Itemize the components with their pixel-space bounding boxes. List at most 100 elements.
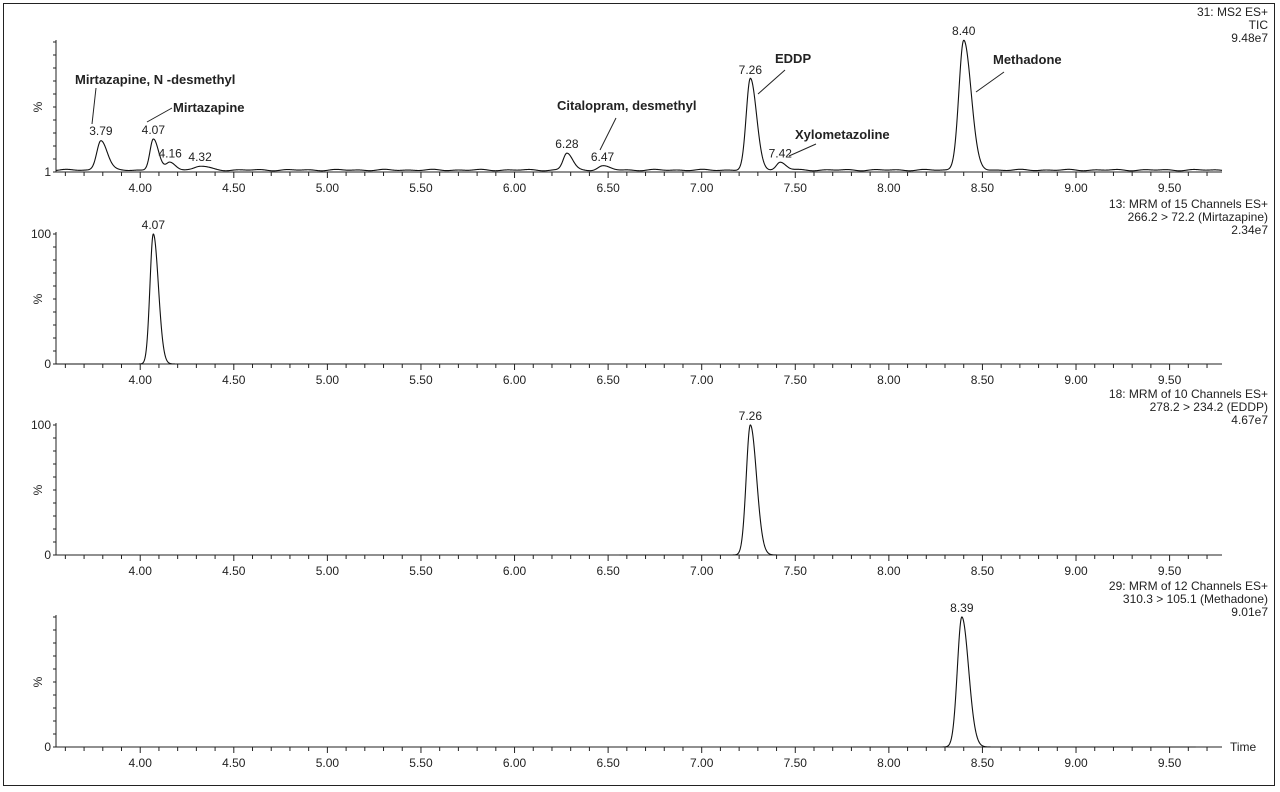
peak-rt-label: 7.26 [739,63,763,77]
y-axis-label: % [31,676,45,687]
x-tick-label: 4.00 [129,373,153,387]
x-tick-label: 8.00 [877,564,901,578]
x-tick-label: 7.50 [784,756,808,770]
x-tick-label: 8.50 [971,756,995,770]
annotation-leader-line [975,71,1005,93]
x-tick-label: 6.50 [596,564,620,578]
annotation-leader-line [757,69,786,95]
y-tick-label: 100 [31,418,51,432]
x-tick-label: 4.50 [222,756,246,770]
peak-rt-label: 3.79 [89,124,113,138]
x-tick-label: 6.00 [503,756,527,770]
x-tick-label: 6.00 [503,181,527,195]
x-tick-label: 9.00 [1064,373,1088,387]
x-tick-label: 8.00 [877,181,901,195]
chromatogram-trace [55,39,1223,172]
x-tick-label: 5.50 [409,373,433,387]
panel-header-line: 29: MRM of 12 Channels ES+ [1109,579,1268,593]
x-tick-label: 7.50 [784,181,808,195]
x-tick-label: 7.00 [690,564,714,578]
chromatogram-trace [56,233,369,365]
annotation-leader-line [788,143,817,157]
x-tick-label: 9.00 [1064,756,1088,770]
x-tick-label: 4.00 [129,756,153,770]
peak-rt-label: 7.42 [769,146,793,160]
panel-header-line: 9.48e7 [1231,31,1268,45]
peak-rt-label: 4.32 [188,150,212,164]
peak-rt-label: 6.28 [555,137,579,151]
compound-annotation: Xylometazoline [795,127,890,142]
panel-header-line: 4.67e7 [1231,413,1268,427]
x-tick-label: 7.00 [690,181,714,195]
x-tick-label: 5.00 [316,564,340,578]
y-tick-label: 1 [44,165,51,179]
x-tick-label: 5.00 [316,756,340,770]
x-tick-label: 5.50 [409,564,433,578]
y-tick-label: 100 [31,227,51,241]
peak-rt-label: 4.07 [142,218,166,232]
annotation-leader-line [91,87,97,125]
x-tick-label: 9.00 [1064,181,1088,195]
y-tick-label: 0 [44,548,51,562]
panel-header-line: 13: MRM of 15 Channels ES+ [1109,197,1268,211]
x-tick-label: 4.50 [222,181,246,195]
x-tick-label: 9.50 [1158,373,1182,387]
panel-header-line: 266.2 > 72.2 (Mirtazapine) [1128,210,1268,224]
x-tick-label: 7.50 [784,564,808,578]
x-tick-label: 9.50 [1158,756,1182,770]
peak-rt-label: 6.47 [591,150,615,164]
compound-annotation: Mirtazapine, N -desmethyl [75,72,235,87]
y-axis-label: % [31,293,45,304]
chromatogram-figure: 1% 4.00 4.50 5.00 5.50 6.00 6.50 7.00 7.50 8.00 8.… [3,3,1275,786]
panel-header-line: TIC [1249,18,1269,32]
x-tick-label: 4.50 [222,564,246,578]
peak-rt-label: 4.16 [158,146,182,160]
compound-annotation: Mirtazapine [173,100,245,115]
compound-annotation: EDDP [775,51,811,66]
y-tick-label: 0 [44,357,51,371]
chromatogram-trace [619,424,968,556]
peak-rt-label: 8.40 [952,24,976,38]
x-tick-label: 9.50 [1158,181,1182,195]
panel-header-line: 9.01e7 [1231,605,1268,619]
y-axis-label: % [31,101,45,112]
peak-rt-label: 4.07 [142,123,166,137]
x-tick-label: 6.00 [503,564,527,578]
x-tick-label: 9.50 [1158,564,1182,578]
chromatogram-trace [853,616,1196,748]
x-tick-label: 7.00 [690,756,714,770]
annotation-leader-line [599,117,617,151]
x-tick-label: 8.50 [971,564,995,578]
x-tick-label: 6.50 [596,756,620,770]
x-tick-label: 9.00 [1064,564,1088,578]
panel-header-line: 310.3 > 105.1 (Methadone) [1123,592,1268,606]
x-tick-label: 6.50 [596,373,620,387]
x-tick-label: 5.50 [409,756,433,770]
x-tick-label: 6.00 [503,373,527,387]
x-tick-label: 8.00 [877,756,901,770]
panel-header-line: 18: MRM of 10 Channels ES+ [1109,387,1268,401]
panel-header-line: 278.2 > 234.2 (EDDP) [1150,400,1268,414]
x-tick-label: 8.50 [971,373,995,387]
x-tick-label: 6.50 [596,181,620,195]
annotation-leader-line [146,107,173,123]
panel-header-line: 31: MS2 ES+ [1197,5,1268,19]
x-axis-label: Time [1230,740,1257,754]
panel-header-line: 2.34e7 [1231,223,1268,237]
x-tick-label: 8.00 [877,373,901,387]
x-tick-label: 4.00 [129,564,153,578]
x-tick-label: 5.50 [409,181,433,195]
x-tick-label: 7.50 [784,373,808,387]
y-axis-label: % [31,484,45,495]
x-tick-label: 5.00 [316,181,340,195]
x-tick-label: 7.00 [690,373,714,387]
compound-annotation: Methadone [993,52,1062,67]
y-tick-label: 0 [44,740,51,754]
x-tick-label: 4.00 [129,181,153,195]
peak-rt-label: 7.26 [739,409,763,423]
x-tick-label: 4.50 [222,373,246,387]
peak-rt-label: 8.39 [950,601,974,615]
x-tick-label: 5.00 [316,373,340,387]
compound-annotation: Citalopram, desmethyl [557,98,696,113]
chromatogram-chart: 1% 4.00 4.50 5.00 5.50 6.00 6.50 7.00 7.50 8.00 8.… [31,5,1269,770]
